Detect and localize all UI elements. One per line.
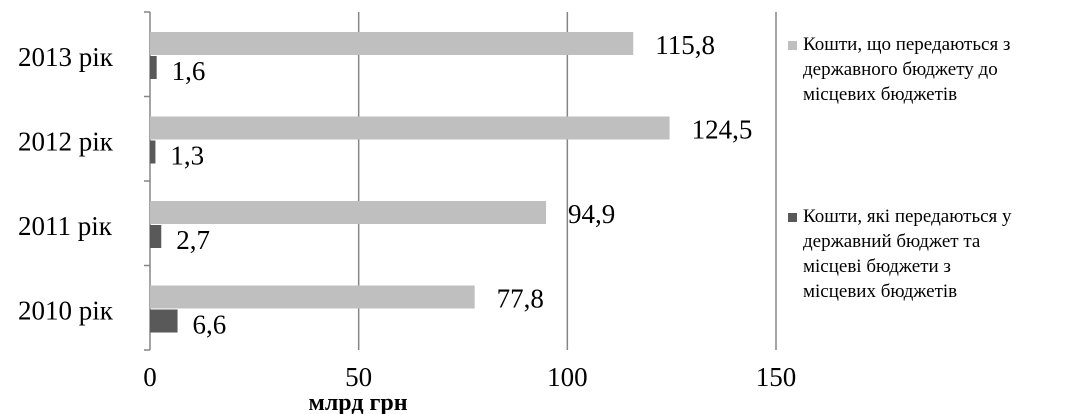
category-label: 2010 рік — [18, 296, 114, 326]
category-label: 2012 рік — [18, 127, 114, 157]
legend-swatch-series-2 — [788, 213, 797, 222]
bars — [150, 32, 670, 333]
x-tick-label: 50 — [345, 362, 372, 392]
data-label-series-2: 2,7 — [176, 225, 210, 255]
legend: Кошти, що передаються з державного бюджет… — [788, 34, 1012, 302]
bar-series-2 — [150, 56, 157, 79]
legend-label-series-2: місцеві бюджети з — [803, 256, 951, 277]
legend-label-series-2: Кошти, які передаються у — [803, 206, 1012, 227]
bar-series-1 — [150, 32, 634, 55]
x-tick-label: 0 — [143, 362, 157, 392]
data-label-series-1: 124,5 — [692, 115, 753, 145]
legend-label-series-2: державний бюджет та — [803, 231, 981, 252]
bar-series-1 — [150, 201, 547, 224]
data-label-series-2: 1,3 — [170, 141, 204, 171]
category-labels: 2013 рік 2012 рік 2011 рік 2010 рік — [18, 42, 114, 326]
data-label-series-1: 94,9 — [568, 199, 615, 229]
data-labels: 115,8 1,6 124,5 1,3 94,9 2,7 77,8 6,6 — [170, 30, 752, 340]
legend-swatch-series-1 — [788, 41, 797, 50]
bar-series-1 — [150, 285, 475, 309]
bar-series-1 — [150, 116, 670, 140]
bar-series-2 — [150, 225, 162, 248]
x-axis-title: млрд грн — [308, 390, 407, 414]
x-tick-labels: 0 50 100 150 — [143, 362, 796, 392]
data-label-series-1: 115,8 — [655, 30, 715, 60]
x-tick-label: 150 — [756, 362, 797, 392]
data-label-series-2: 6,6 — [193, 310, 227, 340]
bar-series-2 — [150, 309, 178, 333]
data-label-series-1: 77,8 — [497, 284, 544, 314]
category-label: 2011 рік — [18, 211, 113, 241]
data-label-series-2: 1,6 — [172, 56, 206, 86]
bar-series-2 — [150, 140, 156, 164]
legend-label-series-1: Кошти, що передаються з — [803, 34, 1010, 55]
legend-label-series-1: місцевих бюджетів — [803, 84, 957, 105]
category-label: 2013 рік — [18, 42, 114, 72]
legend-label-series-1: державного бюджету до — [803, 59, 998, 80]
legend-label-series-2: місцевих бюджетів — [803, 281, 957, 302]
x-tick-label: 100 — [547, 362, 588, 392]
